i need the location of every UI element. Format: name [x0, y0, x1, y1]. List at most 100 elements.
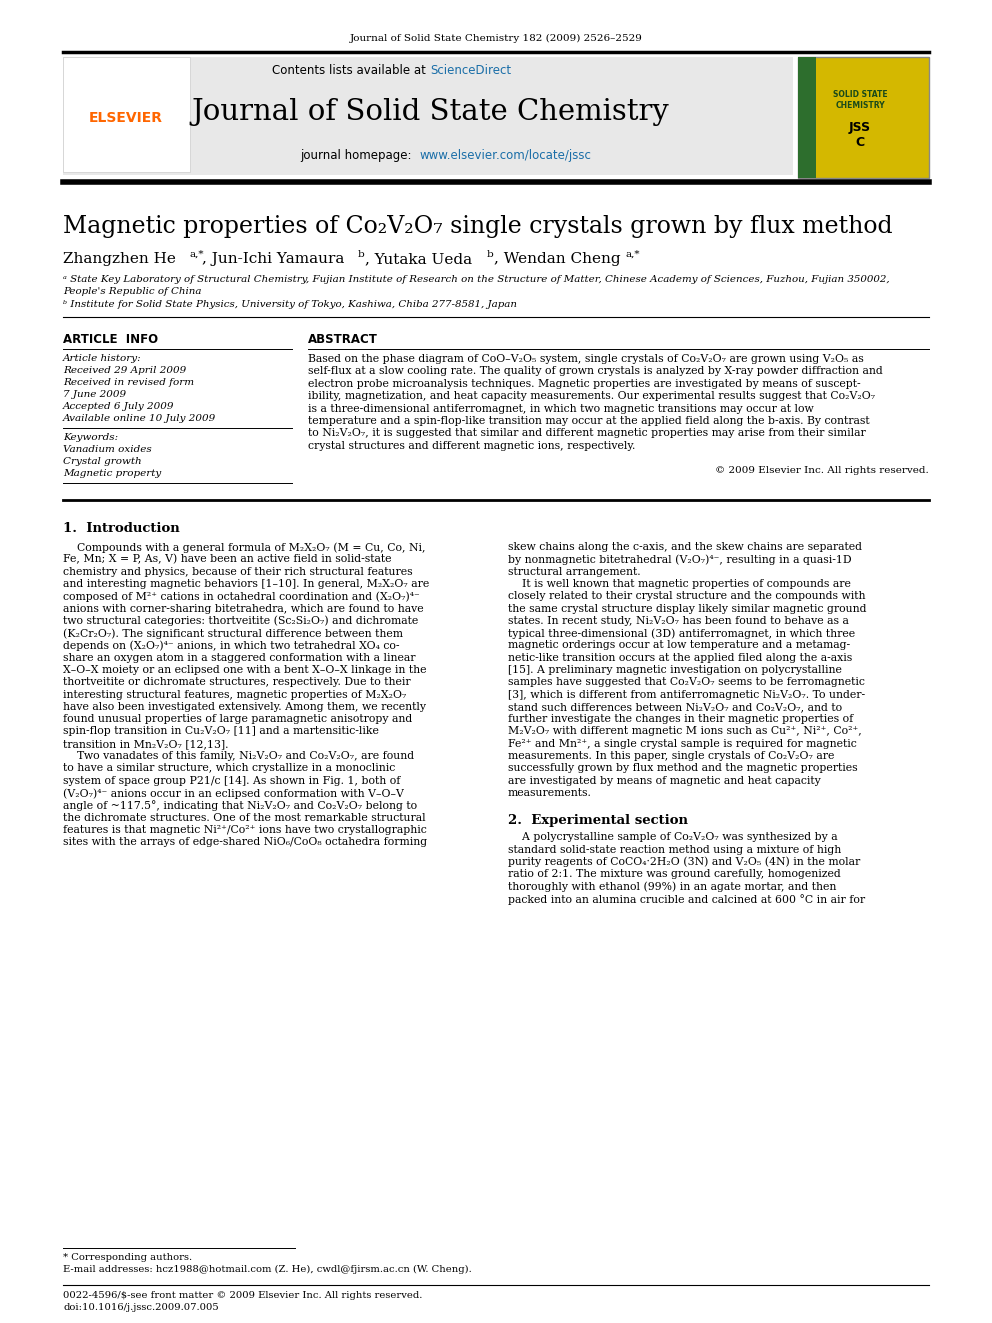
Text: system of space group P21/c [14]. As shown in Fig. 1, both of: system of space group P21/c [14]. As sho… [63, 775, 401, 786]
Text: thoroughly with ethanol (99%) in an agate mortar, and then: thoroughly with ethanol (99%) in an agat… [508, 881, 836, 892]
Text: features is that magnetic Ni²⁺/Co²⁺ ions have two crystallographic: features is that magnetic Ni²⁺/Co²⁺ ions… [63, 826, 427, 835]
Text: 2.  Experimental section: 2. Experimental section [508, 814, 688, 827]
Text: www.elsevier.com/locate/jssc: www.elsevier.com/locate/jssc [420, 148, 592, 161]
Text: 1.  Introduction: 1. Introduction [63, 523, 180, 534]
Text: Vanadium oxides: Vanadium oxides [63, 445, 152, 454]
Text: closely related to their crystal structure and the compounds with: closely related to their crystal structu… [508, 591, 865, 601]
Text: E-mail addresses: hcz1988@hotmail.com (Z. He), cwdl@fjirsm.ac.cn (W. Cheng).: E-mail addresses: hcz1988@hotmail.com (Z… [63, 1265, 472, 1274]
Text: SOLID STATE
CHEMISTRY: SOLID STATE CHEMISTRY [832, 90, 887, 110]
Text: 0022-4596/$-see front matter © 2009 Elsevier Inc. All rights reserved.: 0022-4596/$-see front matter © 2009 Else… [63, 1291, 423, 1301]
Text: measurements. In this paper, single crystals of Co₂V₂O₇ are: measurements. In this paper, single crys… [508, 751, 834, 761]
Text: Article history:: Article history: [63, 355, 142, 363]
Text: , Wendan Cheng: , Wendan Cheng [494, 251, 621, 266]
Text: Based on the phase diagram of CoO–V₂O₅ system, single crystals of Co₂V₂O₇ are gr: Based on the phase diagram of CoO–V₂O₅ s… [308, 355, 864, 364]
Text: self-flux at a slow cooling rate. The quality of grown crystals is analyzed by X: self-flux at a slow cooling rate. The qu… [308, 366, 883, 377]
Text: netic-like transition occurs at the applied filed along the a-axis: netic-like transition occurs at the appl… [508, 652, 852, 663]
Text: 7 June 2009: 7 June 2009 [63, 390, 126, 400]
Text: standard solid-state reaction method using a mixture of high: standard solid-state reaction method usi… [508, 844, 841, 855]
FancyBboxPatch shape [63, 57, 793, 175]
Text: Crystal growth: Crystal growth [63, 456, 142, 466]
Text: further investigate the changes in their magnetic properties of: further investigate the changes in their… [508, 714, 853, 724]
Text: states. In recent study, Ni₂V₂O₇ has been found to behave as a: states. In recent study, Ni₂V₂O₇ has bee… [508, 615, 849, 626]
Text: and interesting magnetic behaviors [1–10]. In general, M₂X₂O₇ are: and interesting magnetic behaviors [1–10… [63, 579, 430, 589]
Text: X–O–X moiety or an eclipsed one with a bent X–O–X linkage in the: X–O–X moiety or an eclipsed one with a b… [63, 665, 427, 675]
Text: spin-flop transition in Cu₂V₂O₇ [11] and a martensitic-like: spin-flop transition in Cu₂V₂O₇ [11] and… [63, 726, 379, 737]
Text: ratio of 2:1. The mixture was ground carefully, homogenized: ratio of 2:1. The mixture was ground car… [508, 869, 841, 880]
Text: JSS
C: JSS C [849, 120, 871, 149]
Text: ARTICLE  INFO: ARTICLE INFO [63, 333, 158, 347]
Text: the same crystal structure display likely similar magnetic ground: the same crystal structure display likel… [508, 603, 866, 614]
Text: thortveitite or dichromate structures, respectively. Due to their: thortveitite or dichromate structures, r… [63, 677, 411, 688]
Text: , Yutaka Ueda: , Yutaka Ueda [365, 251, 472, 266]
Text: purity reagents of CoCO₄·2H₂O (3N) and V₂O₅ (4N) in the molar: purity reagents of CoCO₄·2H₂O (3N) and V… [508, 857, 860, 868]
Text: have also been investigated extensively. Among them, we recently: have also been investigated extensively.… [63, 703, 426, 712]
Text: Accepted 6 July 2009: Accepted 6 July 2009 [63, 402, 175, 411]
Text: sites with the arrays of edge-shared NiO₆/CoO₈ octahedra forming: sites with the arrays of edge-shared NiO… [63, 837, 428, 847]
Text: * Corresponding authors.: * Corresponding authors. [63, 1253, 192, 1262]
Text: Fe²⁺ and Mn²⁺, a single crystal sample is required for magnetic: Fe²⁺ and Mn²⁺, a single crystal sample i… [508, 738, 857, 749]
Text: Keywords:: Keywords: [63, 433, 118, 442]
Text: [15]. A preliminary magnetic investigation on polycrystalline: [15]. A preliminary magnetic investigati… [508, 665, 842, 675]
Text: typical three-dimensional (3D) antiferromagnet, in which three: typical three-dimensional (3D) antiferro… [508, 628, 855, 639]
Text: skew chains along the c-axis, and the skew chains are separated: skew chains along the c-axis, and the sk… [508, 542, 862, 552]
Text: angle of ~117.5°, indicating that Ni₂V₂O₇ and Co₂V₂O₇ belong to: angle of ~117.5°, indicating that Ni₂V₂O… [63, 800, 417, 811]
Text: A polycrystalline sample of Co₂V₂O₇ was synthesized by a: A polycrystalline sample of Co₂V₂O₇ was … [508, 832, 837, 843]
FancyBboxPatch shape [798, 57, 816, 179]
Text: Magnetic properties of Co₂V₂O₇ single crystals grown by flux method: Magnetic properties of Co₂V₂O₇ single cr… [63, 216, 893, 238]
Text: by nonmagnetic bitetrahedral (V₂O₇)⁴⁻, resulting in a quasi-1D: by nonmagnetic bitetrahedral (V₂O₇)⁴⁻, r… [508, 554, 851, 565]
Text: Contents lists available at: Contents lists available at [273, 64, 430, 77]
Text: successfully grown by flux method and the magnetic properties: successfully grown by flux method and th… [508, 763, 858, 774]
Text: depends on (X₂O₇)⁴⁻ anions, in which two tetrahedral XO₄ co-: depends on (X₂O₇)⁴⁻ anions, in which two… [63, 640, 400, 651]
Text: © 2009 Elsevier Inc. All rights reserved.: © 2009 Elsevier Inc. All rights reserved… [715, 466, 929, 475]
Text: to Ni₂V₂O₇, it is suggested that similar and different magnetic properties may a: to Ni₂V₂O₇, it is suggested that similar… [308, 429, 866, 438]
Text: anions with corner-sharing bitetrahedra, which are found to have: anions with corner-sharing bitetrahedra,… [63, 603, 424, 614]
Text: chemistry and physics, because of their rich structural features: chemistry and physics, because of their … [63, 566, 413, 577]
Text: electron probe microanalysis techniques. Magnetic properties are investigated by: electron probe microanalysis techniques.… [308, 378, 861, 389]
Text: ᵃ State Key Laboratory of Structural Chemistry, Fujian Institute of Research on : ᵃ State Key Laboratory of Structural Che… [63, 275, 890, 284]
Text: Received in revised form: Received in revised form [63, 378, 194, 388]
Text: composed of M²⁺ cations in octahedral coordination and (X₂O₇)⁴⁻: composed of M²⁺ cations in octahedral co… [63, 591, 420, 602]
Text: magnetic orderings occur at low temperature and a metamag-: magnetic orderings occur at low temperat… [508, 640, 850, 651]
Text: Compounds with a general formula of M₂X₂O₇ (M = Cu, Co, Ni,: Compounds with a general formula of M₂X₂… [63, 542, 426, 553]
Text: the dichromate structures. One of the most remarkable structural: the dichromate structures. One of the mo… [63, 812, 426, 823]
FancyBboxPatch shape [798, 57, 929, 179]
Text: [3], which is different from antiferromagnetic Ni₂V₂O₇. To under-: [3], which is different from antiferroma… [508, 689, 865, 700]
Text: Zhangzhen He: Zhangzhen He [63, 251, 176, 266]
Text: a,*: a,* [190, 250, 204, 259]
Text: temperature and a spin-flop-like transition may occur at the applied field along: temperature and a spin-flop-like transit… [308, 415, 870, 426]
Text: samples have suggested that Co₂V₂O₇ seems to be ferromagnetic: samples have suggested that Co₂V₂O₇ seem… [508, 677, 865, 688]
Text: to have a similar structure, which crystallize in a monoclinic: to have a similar structure, which cryst… [63, 763, 395, 774]
Text: share an oxygen atom in a staggered conformation with a linear: share an oxygen atom in a staggered conf… [63, 652, 416, 663]
Text: packed into an alumina crucible and calcined at 600 °C in air for: packed into an alumina crucible and calc… [508, 894, 865, 905]
Text: is a three-dimensional antiferromagnet, in which two magnetic transitions may oc: is a three-dimensional antiferromagnet, … [308, 404, 813, 414]
Text: Two vanadates of this family, Ni₂V₂O₇ and Co₂V₂O₇, are found: Two vanadates of this family, Ni₂V₂O₇ an… [63, 751, 414, 761]
Text: People's Republic of China: People's Republic of China [63, 287, 201, 296]
Text: doi:10.1016/j.jssc.2009.07.005: doi:10.1016/j.jssc.2009.07.005 [63, 1303, 219, 1312]
Text: a,*: a,* [625, 250, 640, 259]
Text: Received 29 April 2009: Received 29 April 2009 [63, 366, 186, 374]
Text: measurements.: measurements. [508, 789, 592, 798]
Text: crystal structures and different magnetic ions, respectively.: crystal structures and different magneti… [308, 441, 635, 451]
Text: ScienceDirect: ScienceDirect [430, 64, 511, 77]
Text: b: b [358, 250, 365, 259]
Text: b: b [487, 250, 494, 259]
Text: Magnetic property: Magnetic property [63, 468, 162, 478]
Text: two structural categories: thortveitite (Sc₂Si₂O₇) and dichromate: two structural categories: thortveitite … [63, 615, 419, 626]
Text: (V₂O₇)⁴⁻ anions occur in an eclipsed conformation with V–O–V: (V₂O₇)⁴⁻ anions occur in an eclipsed con… [63, 789, 404, 799]
Text: , Jun-Ichi Yamaura: , Jun-Ichi Yamaura [202, 251, 344, 266]
Text: found unusual properties of large paramagnetic anisotropy and: found unusual properties of large parama… [63, 714, 413, 724]
Text: interesting structural features, magnetic properties of M₂X₂O₇: interesting structural features, magneti… [63, 689, 407, 700]
Text: It is well known that magnetic properties of compounds are: It is well known that magnetic propertie… [508, 579, 851, 589]
Text: ibility, magnetization, and heat capacity measurements. Our experimental results: ibility, magnetization, and heat capacit… [308, 392, 875, 401]
Text: transition in Mn₂V₂O₇ [12,13].: transition in Mn₂V₂O₇ [12,13]. [63, 738, 228, 749]
Text: (K₂Cr₂O₇). The significant structural difference between them: (K₂Cr₂O₇). The significant structural di… [63, 628, 403, 639]
Text: journal homepage:: journal homepage: [300, 148, 416, 161]
Text: ᵇ Institute for Solid State Physics, University of Tokyo, Kashiwa, Chiba 277-858: ᵇ Institute for Solid State Physics, Uni… [63, 300, 517, 310]
Text: stand such differences between Ni₂V₂O₇ and Co₂V₂O₇, and to: stand such differences between Ni₂V₂O₇ a… [508, 703, 842, 712]
Text: Fe, Mn; X = P, As, V) have been an active field in solid-state: Fe, Mn; X = P, As, V) have been an activ… [63, 554, 392, 565]
Text: ELSEVIER: ELSEVIER [89, 111, 163, 124]
Text: Journal of Solid State Chemistry 182 (2009) 2526–2529: Journal of Solid State Chemistry 182 (20… [349, 33, 643, 42]
Text: Available online 10 July 2009: Available online 10 July 2009 [63, 414, 216, 423]
FancyBboxPatch shape [63, 57, 190, 172]
Text: are investigated by means of magnetic and heat capacity: are investigated by means of magnetic an… [508, 775, 820, 786]
